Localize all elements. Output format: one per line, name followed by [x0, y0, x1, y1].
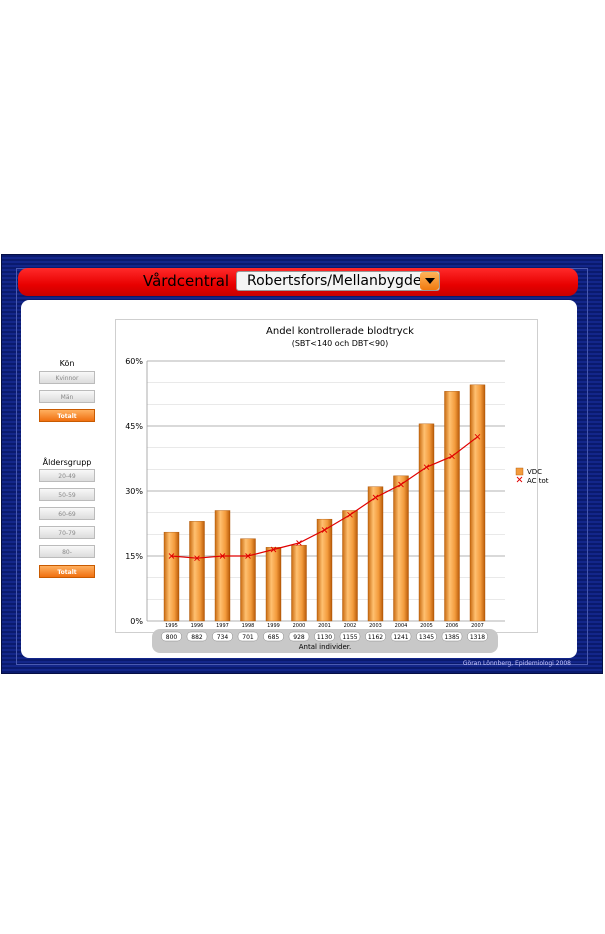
legend-swatch-vdc	[515, 467, 524, 476]
count-label: 800	[166, 634, 178, 641]
point-ac-tot-2005	[423, 464, 430, 470]
bar-2006	[444, 391, 460, 622]
counts-caption: Antal individer.	[298, 643, 352, 651]
x-tick-label: 2006	[446, 623, 459, 629]
bar-2001	[316, 518, 333, 622]
alder-button-totalt[interactable]: Totalt	[39, 565, 95, 578]
point-ac-tot-2003	[372, 494, 379, 501]
alder-button-80-[interactable]: 80-	[39, 545, 95, 558]
count-pill	[314, 631, 335, 642]
point-ac-tot-2001	[321, 527, 328, 533]
count-pill	[365, 631, 386, 642]
y-tick-label: 30%	[125, 487, 143, 496]
count-pill	[416, 631, 437, 642]
bar-2005	[418, 423, 435, 622]
count-label: 882	[191, 634, 203, 641]
alder-button-20-49[interactable]: 20-49	[39, 469, 95, 482]
chart-subtitle: (SBT<140 och DBT<90)	[292, 339, 389, 348]
count-pill	[441, 631, 463, 642]
count-label: 928	[293, 634, 305, 641]
count-pill	[467, 631, 488, 642]
count-label: 685	[268, 634, 280, 641]
bar-2002	[342, 510, 358, 622]
alder-button-50-59[interactable]: 50-59	[39, 488, 95, 501]
count-pill	[339, 631, 361, 642]
kon-title: Kön	[59, 359, 75, 368]
x-tick-label: 2007	[471, 623, 484, 629]
x-tick-label: 2003	[369, 623, 382, 629]
count-pill	[161, 631, 182, 642]
x-tick-label: 1999	[267, 623, 280, 629]
point-ac-tot-2004	[398, 481, 404, 488]
aldersgrupp-title: Åldersgrupp	[42, 458, 92, 467]
count-label: 1318	[470, 634, 485, 641]
point-ac-tot-2000	[296, 540, 302, 546]
legend-marker-ac-tot	[516, 476, 523, 483]
count-pill	[186, 631, 208, 642]
count-label: 734	[217, 634, 229, 641]
point-ac-tot-1999	[270, 546, 277, 553]
count-pill	[263, 631, 284, 642]
count-pill	[237, 631, 259, 642]
point-ac-tot-2002	[347, 512, 353, 518]
count-label: 1345	[419, 634, 434, 641]
count-pill	[390, 631, 412, 642]
count-label: 1385	[444, 634, 459, 641]
y-tick-label: 60%	[125, 357, 143, 366]
bar-2000	[291, 544, 307, 622]
y-tick-label: 15%	[125, 552, 143, 561]
kon-button-män[interactable]: Män	[39, 390, 95, 403]
vc-select-value: Robertsfors/Mellanbygden	[247, 273, 431, 289]
count-pill	[212, 631, 233, 642]
x-tick-label: 2002	[344, 623, 357, 629]
point-ac-tot-1995	[168, 553, 175, 559]
bar-2003	[367, 486, 384, 622]
x-tick-label: 2004	[395, 623, 408, 629]
kon-button-totalt[interactable]: Totalt	[39, 409, 95, 422]
chevron-down-icon[interactable]	[420, 272, 439, 290]
kon-button-kvinnor[interactable]: Kvinnor	[39, 371, 95, 384]
count-label: 1162	[368, 634, 383, 641]
vc-select[interactable]	[236, 271, 440, 291]
count-label: 701	[242, 634, 254, 641]
count-label: 1130	[317, 634, 332, 641]
bar-1996	[189, 521, 205, 622]
x-tick-label: 2000	[293, 623, 306, 629]
x-tick-label: 1995	[165, 623, 178, 629]
count-label: 1155	[342, 634, 357, 641]
y-tick-label: 45%	[125, 422, 143, 431]
legend-label-ac-tot: AC tot	[527, 477, 549, 485]
vardcentral-label: Vårdcentral	[143, 272, 230, 290]
count-pill	[288, 631, 310, 642]
bar-1995	[163, 531, 180, 622]
point-ac-tot-2006	[449, 453, 455, 460]
bar-1999	[265, 547, 282, 622]
bar-1998	[240, 538, 256, 622]
bar-1997	[214, 510, 231, 622]
x-tick-label: 2005	[420, 623, 433, 629]
point-ac-tot-1997	[219, 553, 226, 559]
y-tick-label: 0%	[130, 617, 143, 626]
chart-title: Andel kontrollerade blodtryck	[266, 326, 414, 337]
count-label: 1241	[393, 634, 408, 641]
bar-2007	[469, 384, 486, 622]
x-tick-label: 2001	[318, 623, 331, 629]
bar-2004	[393, 475, 409, 622]
legend-label-vdc: VDC	[527, 468, 542, 476]
point-ac-tot-1998	[245, 553, 251, 559]
x-tick-label: 1997	[216, 623, 229, 629]
alder-button-60-69[interactable]: 60-69	[39, 507, 95, 520]
alder-button-70-79[interactable]: 70-79	[39, 526, 95, 539]
x-tick-label: 1996	[191, 623, 204, 629]
credit-text: Göran Lönnberg, Epidemiologi 2008	[462, 660, 571, 667]
x-tick-label: 1998	[242, 623, 255, 629]
point-ac-tot-2007	[474, 434, 481, 440]
point-ac-tot-1996	[194, 555, 200, 561]
